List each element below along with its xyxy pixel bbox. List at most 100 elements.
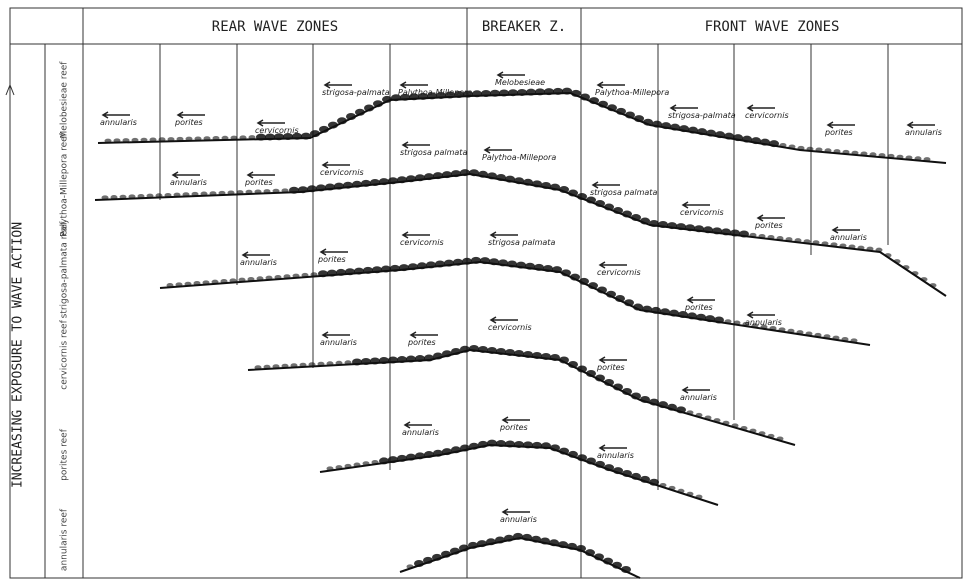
coral-growth xyxy=(751,137,761,144)
coral-growth xyxy=(373,100,383,107)
coral-growth xyxy=(239,278,246,282)
species-label: cervicornis xyxy=(400,238,444,247)
coral-growth xyxy=(111,195,118,199)
coral-growth xyxy=(415,452,425,459)
coral-growth xyxy=(307,185,317,192)
coral-growth xyxy=(577,193,587,200)
species-label: cervicornis xyxy=(745,111,789,120)
coral-growth xyxy=(273,189,280,193)
coral-growth xyxy=(203,280,210,284)
coral-growth xyxy=(576,545,586,552)
row-label: Melobesieae reef xyxy=(60,61,70,139)
coral-growth xyxy=(417,262,427,269)
coral-growth xyxy=(842,337,849,341)
coral-growth xyxy=(658,401,668,408)
coral-growth xyxy=(779,327,786,331)
coral-growth xyxy=(499,89,509,96)
coral-growth xyxy=(469,169,479,176)
coral-growth xyxy=(525,263,535,270)
coral-growth xyxy=(788,329,795,333)
coral-growth xyxy=(552,266,562,273)
species-label: annularis xyxy=(170,178,207,187)
coral-growth xyxy=(586,458,596,465)
coral-growth xyxy=(221,279,228,283)
coral-growth xyxy=(165,193,172,197)
species-label: porites xyxy=(754,221,783,230)
coral-growth xyxy=(264,365,271,369)
coral-growth xyxy=(679,125,689,132)
coral-growth xyxy=(273,364,280,368)
species-label: strigosa palmata xyxy=(590,188,657,197)
coral-growth xyxy=(355,109,365,116)
coral-growth xyxy=(222,136,229,140)
coral-growth xyxy=(597,286,607,293)
coral-growth xyxy=(649,220,659,227)
coral-growth xyxy=(372,266,382,273)
coral-growth xyxy=(734,321,741,325)
coral-growth xyxy=(867,247,874,251)
coral-growth xyxy=(541,353,551,360)
coral-growth xyxy=(414,560,424,567)
species-label: annularis xyxy=(402,428,439,437)
coral-growth xyxy=(433,172,443,179)
coral-growth xyxy=(192,192,199,196)
coral-growth xyxy=(504,535,514,542)
coral-growth xyxy=(174,193,181,197)
diagram: REAR WAVE ZONES BREAKER Z. FRONT WAVE ZO… xyxy=(0,0,964,580)
coral-growth xyxy=(346,113,356,120)
coral-growth xyxy=(585,549,595,556)
coral-growth xyxy=(678,489,685,493)
species-label: annularis xyxy=(100,118,137,127)
coral-growth xyxy=(789,144,796,148)
coral-growth xyxy=(345,360,352,364)
coral-growth xyxy=(424,173,434,180)
coral-growth xyxy=(631,214,641,221)
coral-growth xyxy=(840,243,847,247)
coral-growth xyxy=(381,266,391,273)
coral-growth xyxy=(514,177,524,184)
coral-growth xyxy=(688,127,698,134)
coral-growth xyxy=(159,137,166,141)
coral-growth xyxy=(255,365,262,369)
coral-growth xyxy=(768,235,775,239)
coral-growth xyxy=(589,97,599,104)
coral-growth xyxy=(370,358,380,365)
coral-growth xyxy=(613,207,623,214)
row-label: Palythoa-Millepora reef xyxy=(60,132,70,237)
coral-growth xyxy=(733,134,743,141)
species-label: Palythoa-Millepora xyxy=(482,153,556,162)
species-label: strigosa-palmata xyxy=(668,111,736,120)
coral-growth xyxy=(625,112,635,119)
coral-growth xyxy=(586,370,596,377)
coral-growth xyxy=(588,282,598,289)
coral-growth xyxy=(435,261,445,268)
coral-growth xyxy=(219,191,226,195)
coral-growth xyxy=(633,304,643,311)
coral-growth xyxy=(797,330,804,334)
coral-growth xyxy=(580,94,590,101)
coral-growth xyxy=(541,182,551,189)
coral-growth xyxy=(912,271,919,275)
coral-growth xyxy=(888,154,895,158)
coral-growth xyxy=(577,454,587,461)
coral-growth xyxy=(705,416,712,420)
species-label: annularis xyxy=(830,233,867,242)
coral-growth xyxy=(167,283,174,287)
coral-growth xyxy=(915,156,922,160)
coral-growth xyxy=(495,537,505,544)
coral-growth xyxy=(379,457,389,464)
coral-growth xyxy=(523,179,533,186)
coral-growth xyxy=(730,229,740,236)
coral-growth xyxy=(586,197,596,204)
coral-growth xyxy=(696,314,706,321)
coral-growth xyxy=(559,357,569,364)
coral-growth xyxy=(885,253,892,257)
coral-growth xyxy=(336,361,343,365)
coral-growth xyxy=(397,356,407,363)
coral-growth xyxy=(441,551,451,558)
coral-growth xyxy=(442,448,452,455)
coral-growth xyxy=(824,334,831,338)
header-rear: REAR WAVE ZONES xyxy=(212,19,338,35)
coral-growth xyxy=(468,542,478,549)
row-label: annularis reef xyxy=(60,508,70,571)
